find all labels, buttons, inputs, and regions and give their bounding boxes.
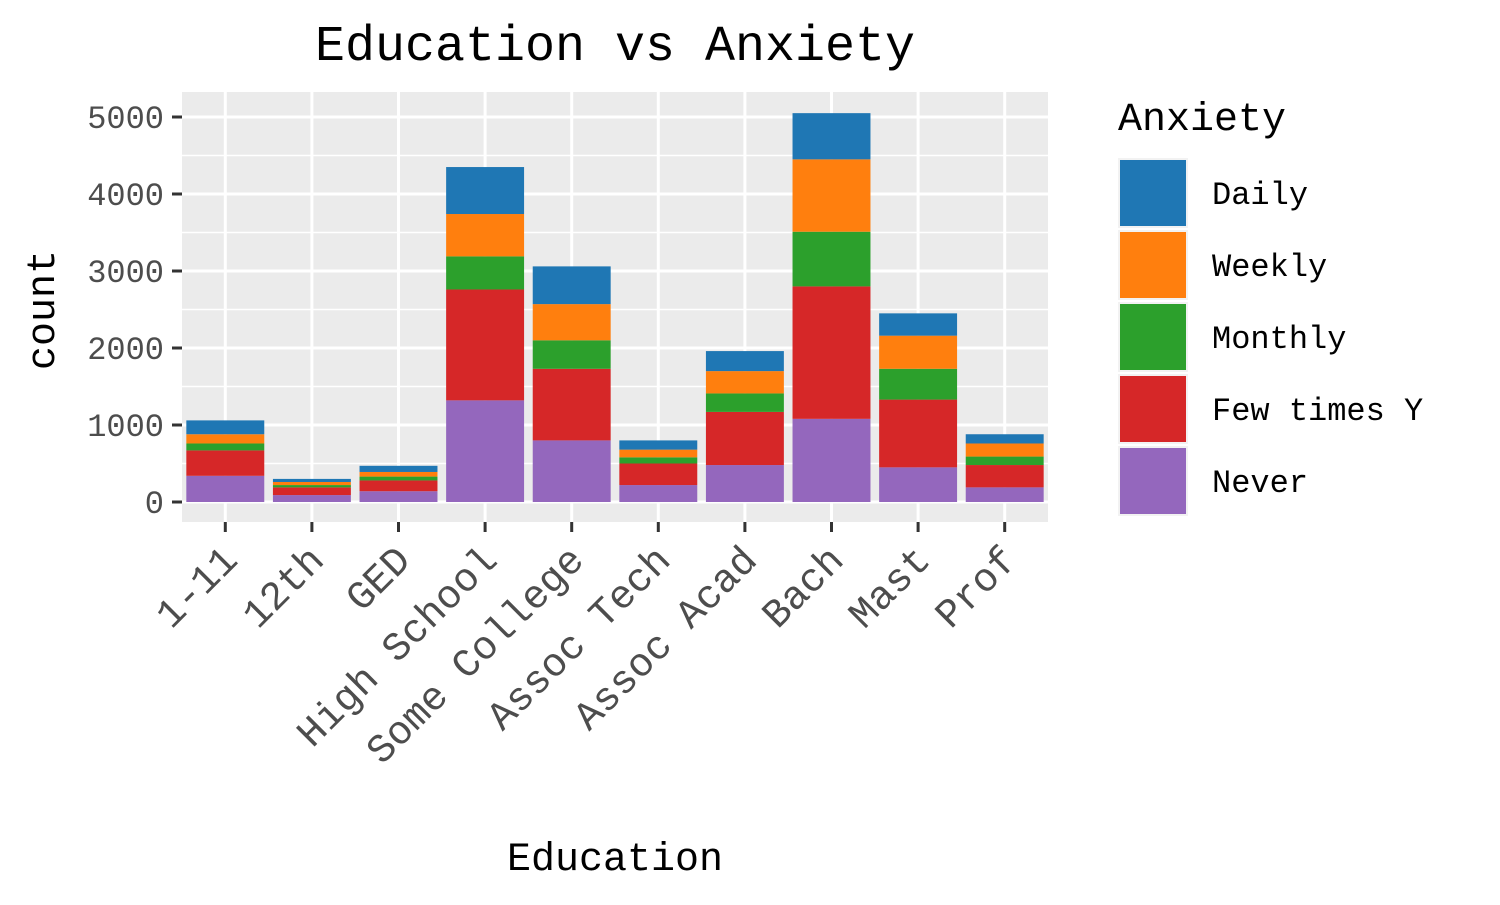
bar-segment-weekly [879,335,958,369]
x-tick-label: Prof [928,539,1028,639]
y-tick-label: 3000 [87,255,164,292]
bar-segment-daily [965,434,1044,444]
bar-segment-monthly [532,340,611,369]
bar-segment-daily [186,420,265,435]
bar-segment-few-times-y [705,411,784,466]
bar-segment-few-times-y [965,465,1044,488]
legend-label: Daily [1212,177,1308,214]
y-tick-label: 5000 [87,101,164,138]
bar-segment-never [186,475,265,502]
x-axis-title: Education [507,838,723,883]
bar-segment-daily [619,440,698,450]
bar-segment-never [879,467,958,502]
y-tick-label: 0 [145,486,164,523]
bar-segment-weekly [792,159,871,232]
bar-segment-weekly [446,214,525,257]
bar-segment-daily [446,167,525,215]
bar-segment-monthly [359,476,438,481]
bar-segment-never [446,400,525,502]
bar-segment-monthly [272,485,351,488]
bar-segment-daily [272,478,351,482]
bar-segment-never [272,495,351,502]
bar-segment-daily [532,266,611,305]
legend-label: Monthly [1212,321,1346,358]
bar-segment-few-times-y [186,450,265,476]
plot-panel [182,92,1048,522]
bar-segment-never [705,465,784,502]
bar-segment-monthly [619,457,698,464]
x-tick-label: Bach [755,539,855,639]
bar-segment-daily [792,113,871,160]
bar-segment-never [359,491,438,502]
bar-segment-weekly [619,449,698,458]
bar-segment-daily [879,313,958,336]
bar-segment-weekly [272,481,351,486]
bar-segment-daily [359,465,438,472]
y-axis-title: count [22,250,67,370]
bar-segment-few-times-y [879,399,958,468]
legend-key-weekly [1120,232,1186,298]
x-tick-label: 1-11 [149,539,249,639]
bar-segment-monthly [705,393,784,412]
bar-segment-weekly [965,443,1044,457]
bar-segment-few-times-y [359,480,438,492]
legend-label: Few times Y [1212,393,1423,430]
bar-segment-few-times-y [446,289,525,401]
legend-label: Never [1212,465,1308,502]
bar-segment-monthly [186,443,265,451]
legend-key-monthly [1120,304,1186,370]
legend-key-daily [1120,160,1186,226]
legend: Anxiety Daily Weekly Monthly Few times Y Nev… [1118,98,1423,516]
bar-segment-weekly [186,434,265,444]
legend-title: Anxiety [1118,98,1286,143]
y-tick-label: 4000 [87,178,164,215]
bar-segment-few-times-y [272,487,351,496]
bar-segment-weekly [705,371,784,394]
bar-segment-few-times-y [532,368,611,441]
y-tick-label: 1000 [87,409,164,446]
bar-segment-few-times-y [792,286,871,419]
bar-segment-weekly [359,471,438,477]
bar-segment-never [532,440,611,502]
bar-segment-monthly [792,231,871,287]
bar-segment-monthly [879,368,958,400]
chart-title: Education vs Anxiety [315,19,915,76]
legend-key-few-times-y [1120,376,1186,442]
bar-segment-daily [705,351,784,372]
bar-segment-few-times-y [619,463,698,486]
bar-segment-never [792,418,871,502]
bar-segment-monthly [446,256,525,290]
bar-segment-monthly [965,456,1044,466]
legend-key-never [1120,448,1186,514]
x-tick-label: 12th [235,539,335,639]
bar-segment-never [619,485,698,502]
y-tick-label: 2000 [87,332,164,369]
bar-segment-never [965,487,1044,502]
legend-label: Weekly [1212,249,1327,286]
bar-segment-weekly [532,304,611,341]
x-tick-label: Mast [842,539,942,639]
